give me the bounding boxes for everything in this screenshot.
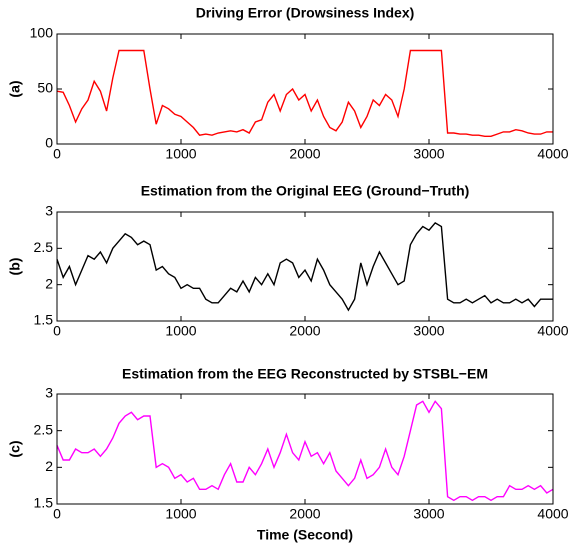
y-tick-label: 1.5 [34, 495, 54, 511]
axes-box [56, 33, 554, 145]
data-line [56, 222, 553, 312]
chart-title: Estimation from the EEG Reconstructed by… [122, 366, 488, 382]
y-tick-label: 3 [45, 203, 53, 219]
x-tick-label: 0 [53, 146, 61, 162]
axes-box [56, 393, 554, 505]
y-tick-label: 0 [45, 135, 53, 151]
y-tick-label: 100 [30, 25, 54, 41]
x-axis-label: Time (Second) [257, 527, 353, 543]
x-tick-label: 1000 [165, 323, 196, 339]
y-tick-label: 1.5 [34, 312, 54, 328]
x-tick-label: 3000 [413, 323, 444, 339]
y-tick-label: 3 [45, 385, 53, 401]
y-tick-label: 2 [45, 275, 53, 291]
x-tick-label: 1000 [165, 146, 196, 162]
y-axis-label: (a) [7, 80, 23, 97]
x-tick-label: 4000 [537, 323, 568, 339]
x-tick-label: 2000 [289, 323, 320, 339]
x-tick-label: 1000 [165, 506, 196, 522]
x-tick-label: 3000 [413, 146, 444, 162]
x-tick-label: 0 [53, 506, 61, 522]
x-tick-label: 2000 [289, 146, 320, 162]
y-tick-label: 50 [37, 80, 53, 96]
data-line [56, 400, 554, 502]
x-tick-label: 0 [53, 323, 61, 339]
x-tick-label: 2000 [289, 506, 320, 522]
data-line [56, 49, 553, 138]
x-tick-label: 3000 [413, 506, 444, 522]
y-tick-label: 2 [45, 458, 53, 474]
y-axis-label: (b) [7, 258, 23, 276]
y-tick-label: 2.5 [34, 421, 54, 437]
y-tick-label: 2.5 [34, 239, 54, 255]
axes-box [56, 211, 554, 322]
chart-title: Estimation from the Original EEG (Ground… [141, 183, 470, 199]
y-axis-label: (c) [7, 440, 23, 457]
x-tick-label: 4000 [537, 146, 568, 162]
chart-title: Driving Error (Drowsiness Index) [196, 5, 415, 21]
x-tick-label: 4000 [537, 506, 568, 522]
